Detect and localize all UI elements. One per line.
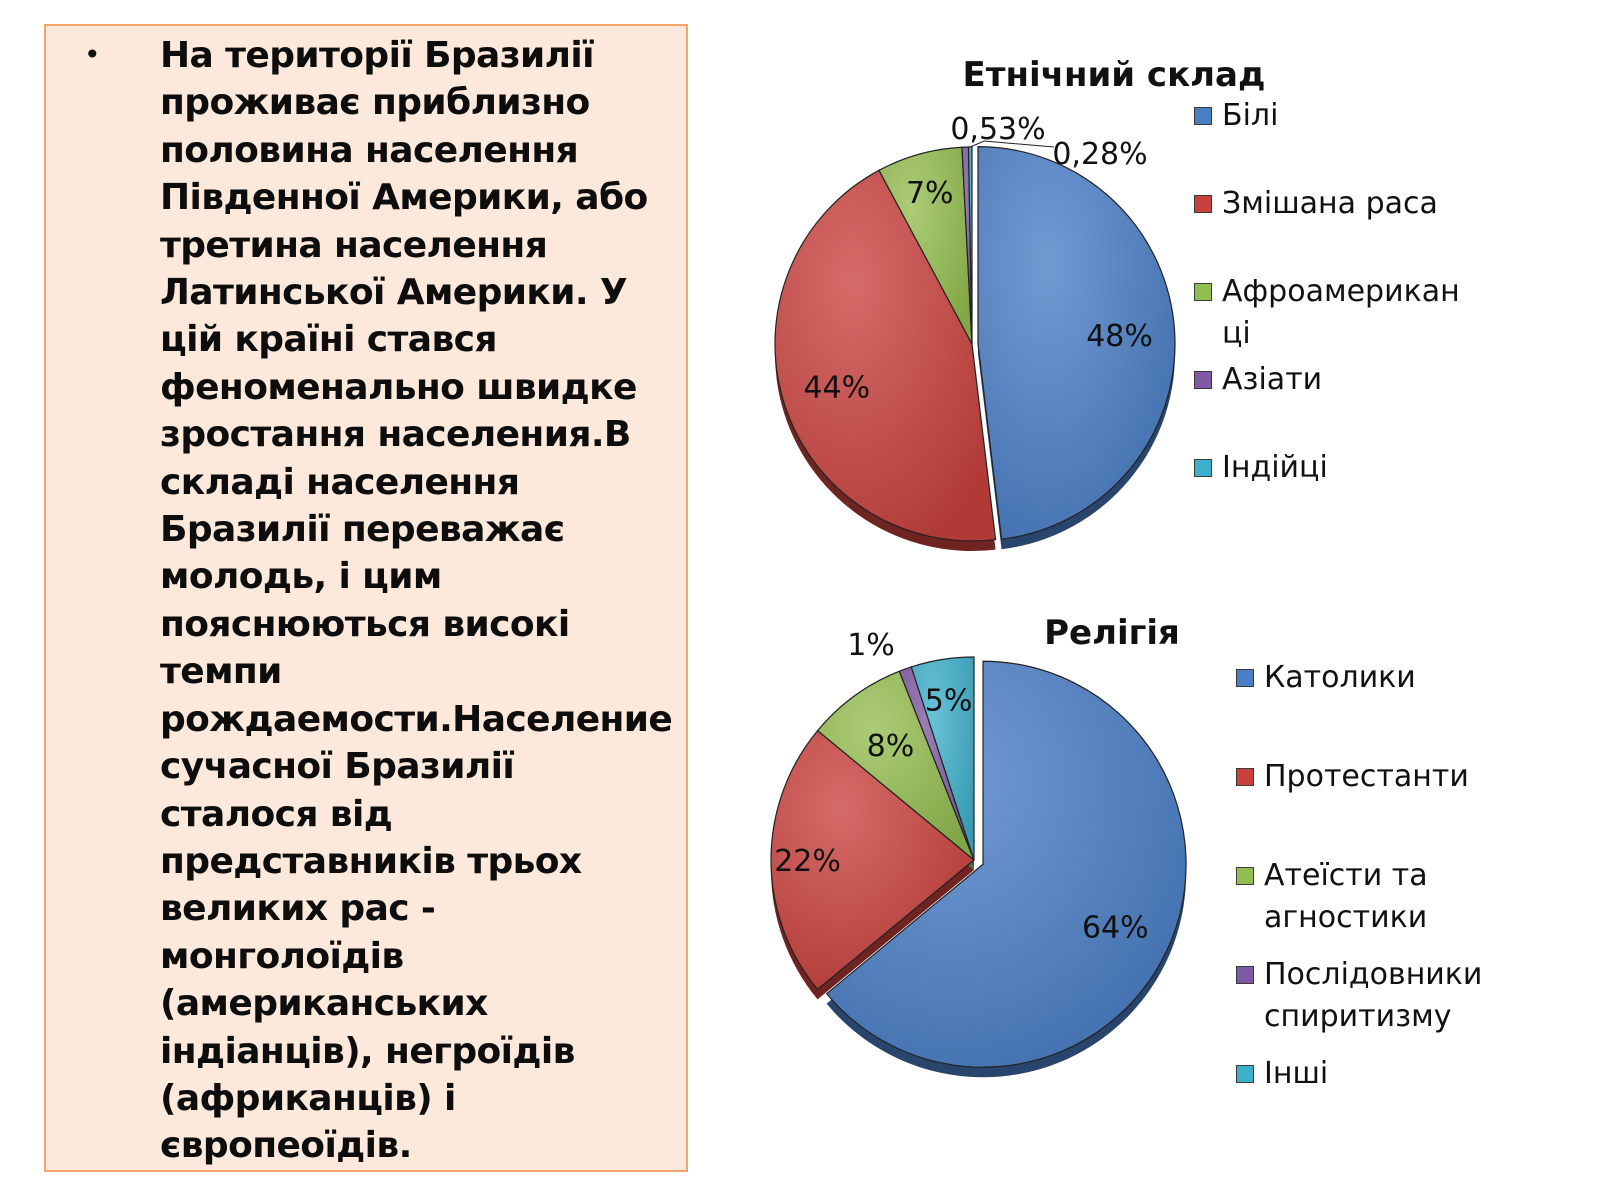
ethnic-legend-item-азіати: Азіати: [1194, 359, 1494, 401]
body-text: На території Бразилії проживає приблизно…: [160, 35, 673, 1167]
ethnic-data-label-азіати: 0,53%: [950, 112, 1045, 147]
religion-data-label-протестанти: 22%: [774, 844, 841, 879]
religion-legend-swatch-католики: [1236, 669, 1254, 687]
bullet-paragraph: • На території Бразилії проживає приблиз…: [78, 32, 674, 1170]
ethnic-legend-label-індійці: Індійці: [1222, 450, 1328, 485]
ethnic-legend-swatch-індійці: [1194, 459, 1212, 477]
religion-legend-label-протестанти: Протестанти: [1264, 759, 1469, 794]
religion-data-label-католики: 64%: [1082, 910, 1149, 945]
ethnic-data-label-змішана-раса: 44%: [803, 371, 870, 406]
text-panel: • На території Бразилії проживає приблиз…: [44, 24, 688, 1172]
ethnic-chart-title: Етнічний склад: [963, 55, 1266, 95]
ethnic-pie-svg: Етнічний склад 48% 44% 7% 0,53%0,28%: [774, 55, 1266, 552]
ethnic-legend-label-азіати: Азіати: [1222, 362, 1323, 397]
ethnic-legend-label-афроамерикан-ці: Афроамерикан ці: [1222, 274, 1460, 351]
religion-legend-item-атеїсти-та-агностики: Атеїсти та агностики: [1236, 855, 1496, 939]
ethnic-legend-label-білі: Білі: [1222, 98, 1279, 133]
religion-slice-атеїсти-та-агностики: [816, 670, 975, 861]
ethnic-legend-label-змішана-раса: Змішана раса: [1222, 186, 1438, 221]
religion-pie-chart: Релігія 64% 22% 8% 1% 5% Католики Протестанти А…: [760, 590, 1560, 1180]
ethnic-data-label-афроамерикан-ці: 7%: [906, 176, 954, 211]
religion-legend-item-послідовники-спиритизму: Послідовники спиритизму: [1236, 954, 1496, 1038]
ethnic-legend-swatch-змішана-раса: [1194, 195, 1212, 213]
ethnic-leader-line: [970, 140, 1055, 148]
religion-slice-католики: [825, 660, 1187, 1068]
religion-pie-svg: Релігія 64% 22% 8% 1% 5%: [770, 613, 1187, 1078]
religion-legend-item-інші: Інші: [1236, 1053, 1496, 1095]
religion-legend-swatch-атеїсти-та-агностики: [1236, 867, 1254, 885]
religion-legend-swatch-протестанти: [1236, 768, 1254, 786]
religion-legend-item-католики: Католики: [1236, 657, 1496, 699]
religion-legend-label-католики: Католики: [1264, 660, 1416, 695]
ethnic-legend-swatch-азіати: [1194, 371, 1212, 389]
religion-legend-item-протестанти: Протестанти: [1236, 756, 1496, 798]
ethnic-data-label-білі: 48%: [1086, 319, 1153, 354]
religion-legend-swatch-послідовники-спиритизму: [1236, 966, 1254, 984]
ethnic-slice-змішана-раса: [774, 169, 997, 542]
religion-slice-протестанти: [770, 729, 975, 991]
religion-data-label-послідовники-спиритизму: 1%: [847, 628, 895, 663]
ethnic-slice-білі: [977, 146, 1176, 540]
ethnic-legend-item-афроамерикан-ці: Афроамерикан ці: [1194, 271, 1494, 355]
ethnic-pie-chart: Етнічний склад 48% 44% 7% 0,53% 0,28% Білі Змі…: [760, 10, 1560, 570]
religion-data-label-інші: 5%: [925, 684, 973, 719]
ethnic-data-label-індійці: 0,28%: [1052, 137, 1147, 172]
ethnic-legend-item-індійці: Індійці: [1194, 447, 1494, 489]
ethnic-legend-item-білі: Білі: [1194, 95, 1494, 137]
religion-legend-label-інші: Інші: [1264, 1056, 1329, 1091]
religion-legend-swatch-інші: [1236, 1065, 1254, 1083]
religion-slice-інші: [910, 656, 975, 861]
religion-legend-label-послідовники-спиритизму: Послідовники спиритизму: [1264, 957, 1483, 1034]
ethnic-legend-swatch-білі: [1194, 107, 1212, 125]
bullet-icon: •: [84, 38, 101, 71]
ethnic-legend-swatch-афроамерикан-ці: [1194, 283, 1212, 301]
religion-data-label-атеїсти-та-агностики: 8%: [867, 729, 915, 764]
ethnic-legend-item-змішана-раса: Змішана раса: [1194, 183, 1494, 225]
religion-legend-label-атеїсти-та-агностики: Атеїсти та агностики: [1264, 858, 1428, 935]
religion-chart-title: Релігія: [1044, 613, 1180, 653]
